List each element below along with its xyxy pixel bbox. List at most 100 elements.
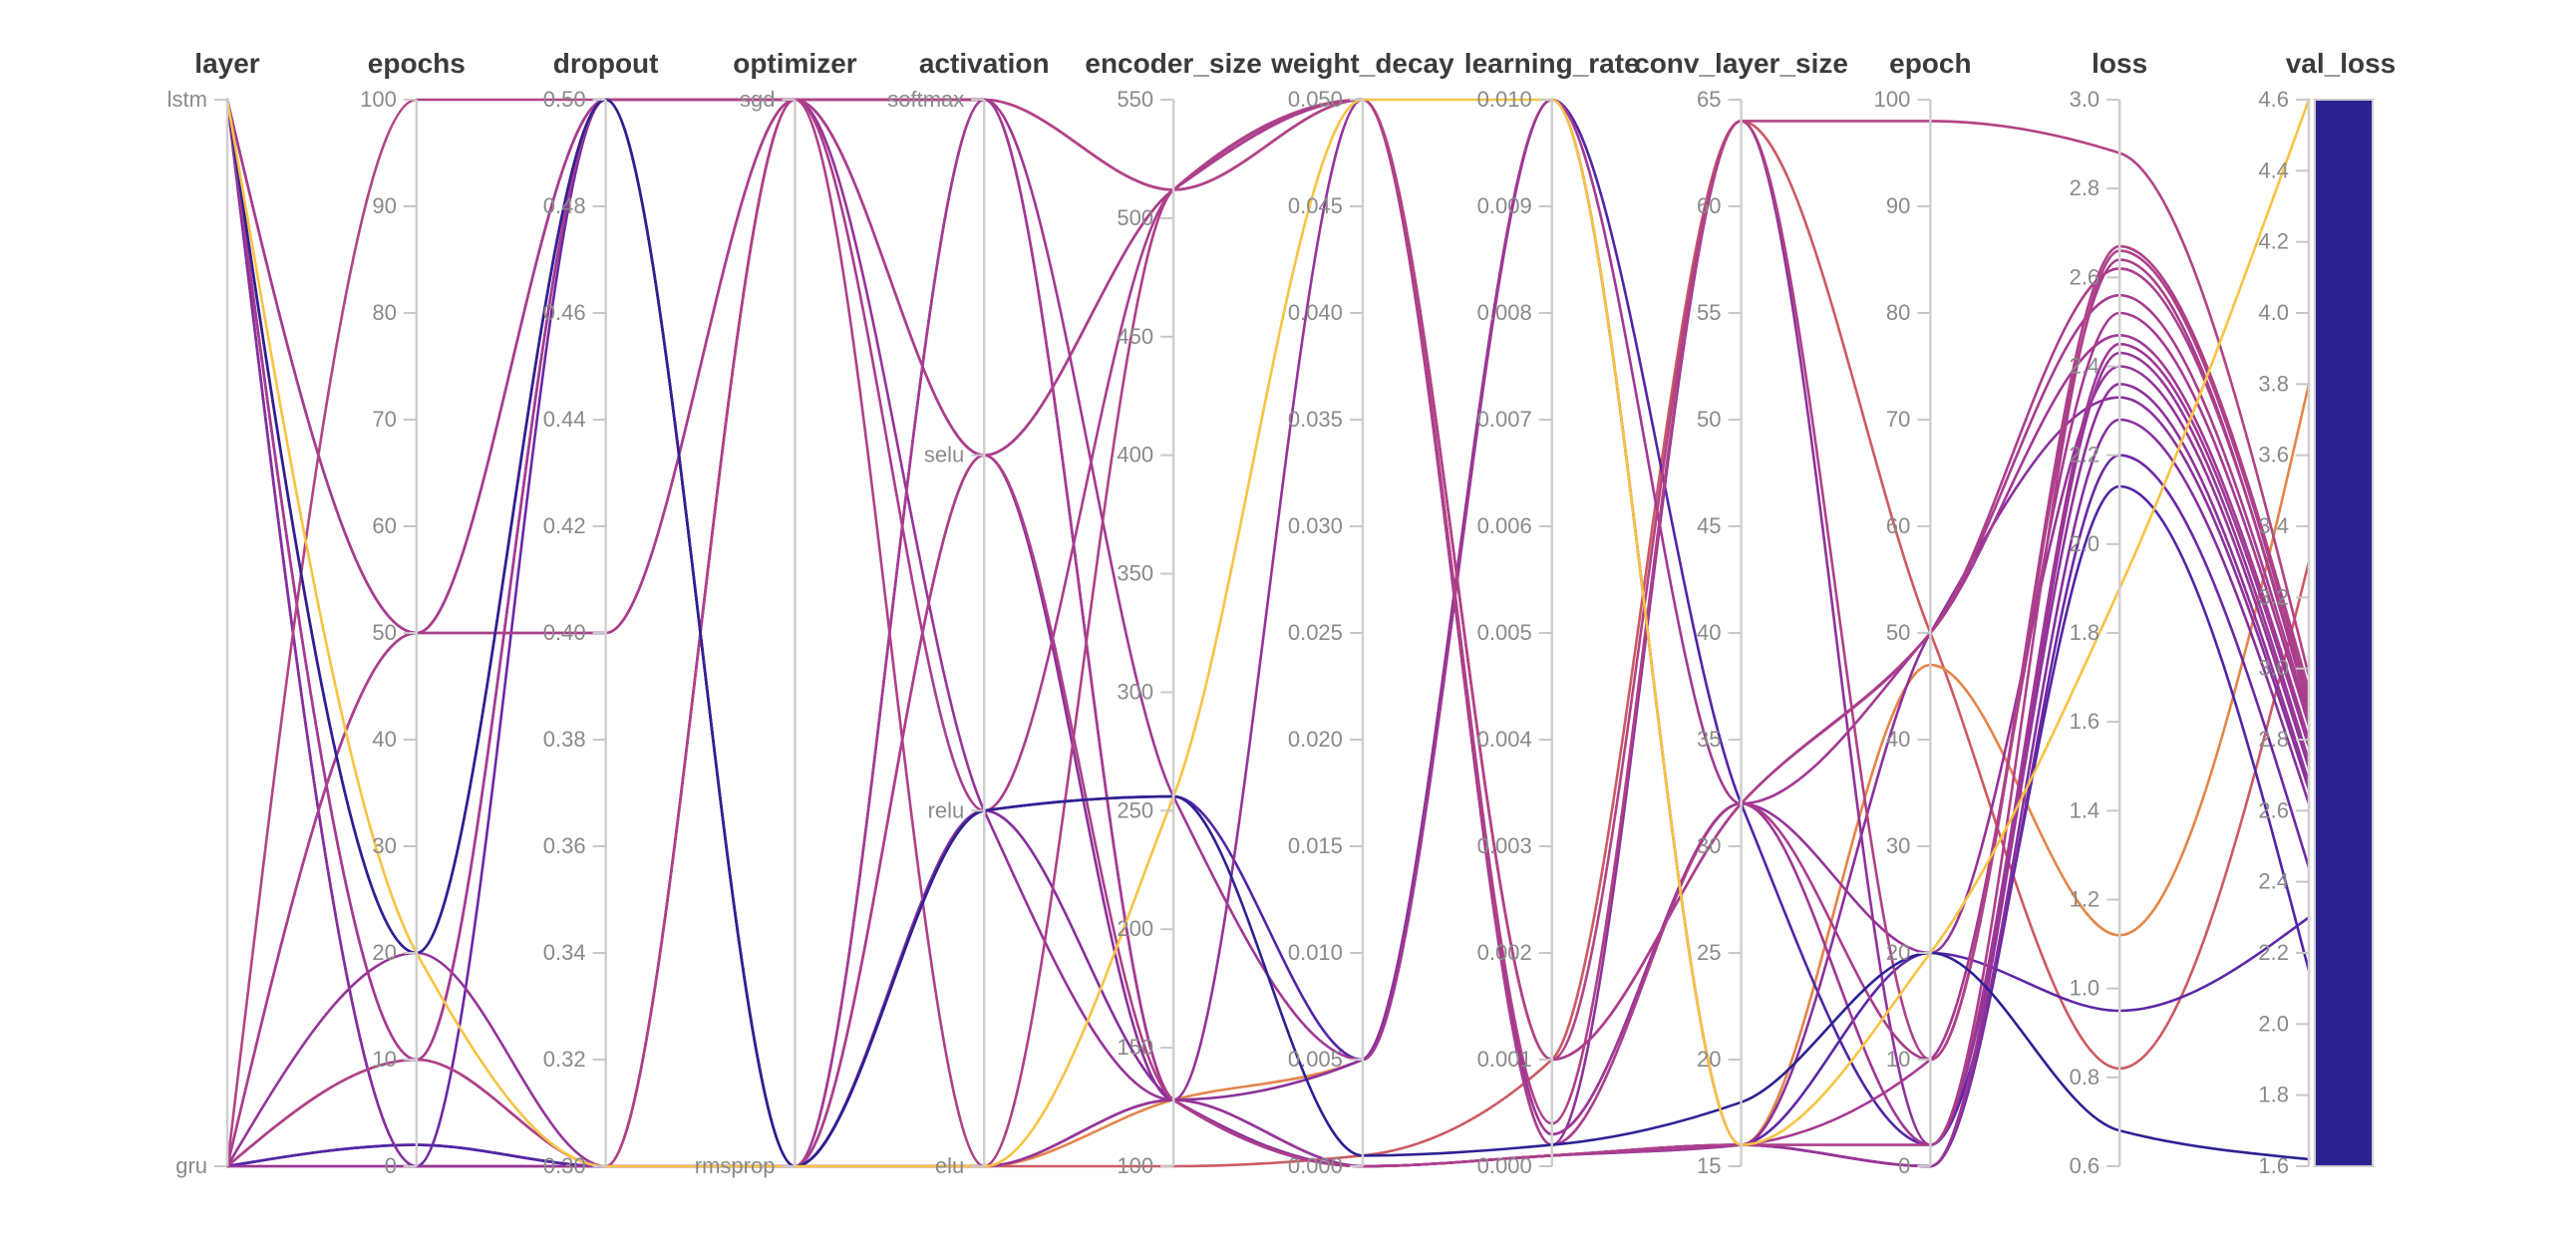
tick-label: 40: [1697, 620, 1721, 645]
tick-label: elu: [935, 1153, 964, 1178]
axis-loss: loss 3.0 2.8 2.6 2.4 2.2 2.0 1.8 1.6 1.4 1.2 1.0 0.8…: [2070, 48, 2148, 1178]
tick-label: 0.8: [2070, 1065, 2100, 1089]
axis-title[interactable]: optimizer: [733, 48, 857, 79]
tick-label: 0.005: [1477, 620, 1532, 645]
tick-label: 0.42: [543, 513, 586, 538]
tick-label: 0.000: [1477, 1153, 1532, 1178]
tick-label: 0.34: [543, 940, 586, 965]
tick-label: 0.006: [1477, 513, 1532, 538]
tick-label: 2.6: [2258, 797, 2289, 822]
tick-label: 0.002: [1477, 940, 1532, 965]
tick-label: 35: [1697, 727, 1721, 752]
axis-title[interactable]: learning_rate: [1464, 48, 1640, 79]
tick-label: 1.0: [2070, 976, 2100, 1001]
run-line[interactable]: [225, 98, 2311, 1168]
tick-label: 40: [372, 727, 396, 752]
axis-title[interactable]: val_loss: [2286, 48, 2397, 79]
tick-label: lstm: [167, 87, 207, 112]
run-line[interactable]: [225, 98, 2311, 1168]
tick-label: 60: [372, 513, 396, 538]
tick-label: 0.030: [1288, 513, 1343, 538]
tick-label: 70: [1886, 407, 1910, 432]
axis-title[interactable]: weight_decay: [1270, 48, 1454, 79]
axis-val_loss: val_loss 4.6 4.4 4.2 4.0 3.8 3.6 3.4 3.2 3.0 2.8 2.…: [2258, 48, 2396, 1178]
tick-label: relu: [928, 797, 965, 822]
tick-label: 3.8: [2258, 371, 2289, 396]
tick-label: 200: [1117, 916, 1153, 941]
tick-label: 0: [1898, 1153, 1910, 1178]
tick-label: 0.38: [543, 727, 586, 752]
run-line[interactable]: [225, 351, 2311, 1168]
axis-weight_decay: weight_decay 0.050 0.045 0.040 0.035 0.030 0.0…: [1270, 48, 1454, 1178]
tick-label: 60: [1697, 193, 1721, 218]
tick-label: rmsprop: [695, 1153, 776, 1178]
axis-activation: activation softmax selu relu elu: [887, 48, 1049, 1178]
tick-label: 65: [1697, 87, 1721, 112]
tick-label: sgd: [740, 87, 775, 112]
tick-label: 4.4: [2258, 157, 2289, 182]
run-line[interactable]: [225, 98, 2311, 1168]
tick-label: 350: [1117, 561, 1153, 586]
tick-label: 0.015: [1288, 833, 1343, 858]
tick-label: 50: [1697, 407, 1721, 432]
val-loss-colorbar: [2315, 100, 2373, 1166]
tick-label: 3.4: [2258, 513, 2289, 538]
axis-title[interactable]: dropout: [553, 48, 659, 79]
tick-label: 40: [1886, 727, 1910, 752]
tick-label: 550: [1117, 87, 1153, 112]
axis-title[interactable]: layer: [194, 48, 259, 79]
axis-dropout: dropout 0.50 0.48 0.46 0.44 0.42 0.40 0.38 0.36 0…: [543, 48, 659, 1178]
tick-label: 2.8: [2258, 727, 2289, 752]
tick-label: 3.0: [2258, 656, 2289, 681]
tick-label: 4.0: [2258, 300, 2289, 325]
tick-label: 0.50: [543, 87, 586, 112]
tick-label: 4.6: [2258, 87, 2289, 112]
tick-label: 0.005: [1288, 1047, 1343, 1072]
tick-label: 30: [1886, 833, 1910, 858]
val-loss-colorbar-frame: [2314, 99, 2374, 1167]
tick-label: 0.010: [1477, 87, 1532, 112]
tick-label: 90: [1886, 193, 1910, 218]
tick-label: 0.010: [1288, 940, 1343, 965]
tick-label: 70: [372, 407, 396, 432]
tick-label: 1.4: [2070, 797, 2100, 822]
axis-optimizer: optimizer sgd rmsprop: [695, 48, 857, 1178]
tick-label: 250: [1117, 797, 1153, 822]
tick-label: 0.025: [1288, 620, 1343, 645]
tick-label: 450: [1117, 324, 1153, 349]
tick-label: 0.44: [543, 407, 586, 432]
tick-label: 1.2: [2070, 887, 2100, 912]
run-line[interactable]: [225, 98, 2311, 1146]
tick-label: 0.40: [543, 620, 586, 645]
tick-label: 55: [1697, 300, 1721, 325]
axis-title[interactable]: epoch: [1889, 48, 1971, 79]
tick-label: 1.6: [2070, 709, 2100, 734]
run-line[interactable]: [225, 120, 2311, 1168]
tick-label: 150: [1117, 1035, 1153, 1060]
tick-label: 0.32: [543, 1047, 586, 1072]
run-line[interactable]: [225, 98, 2311, 1168]
tick-label: 100: [1874, 87, 1911, 112]
axis-title[interactable]: encoder_size: [1085, 48, 1261, 79]
tick-label: 0.36: [543, 833, 586, 858]
tick-label: 1.8: [2070, 620, 2100, 645]
tick-label: 0.003: [1477, 833, 1532, 858]
axis-title[interactable]: activation: [919, 48, 1050, 79]
tick-label: 4.2: [2258, 229, 2289, 254]
tick-label: softmax: [887, 87, 964, 112]
tick-label: 0.045: [1288, 193, 1343, 218]
run-lines-layer: [225, 98, 2311, 1168]
tick-label: 0.020: [1288, 727, 1343, 752]
tick-label: 0.040: [1288, 300, 1343, 325]
tick-label: 0.009: [1477, 193, 1532, 218]
run-line[interactable]: [225, 98, 2311, 1146]
tick-label: 0.30: [543, 1153, 586, 1178]
tick-label: 100: [360, 87, 397, 112]
tick-label: 20: [372, 940, 396, 965]
tick-label: 3.2: [2258, 584, 2289, 609]
axis-title[interactable]: loss: [2092, 48, 2147, 79]
axis-title[interactable]: conv_layer_size: [1634, 48, 1848, 79]
axis-title[interactable]: epochs: [368, 48, 466, 79]
